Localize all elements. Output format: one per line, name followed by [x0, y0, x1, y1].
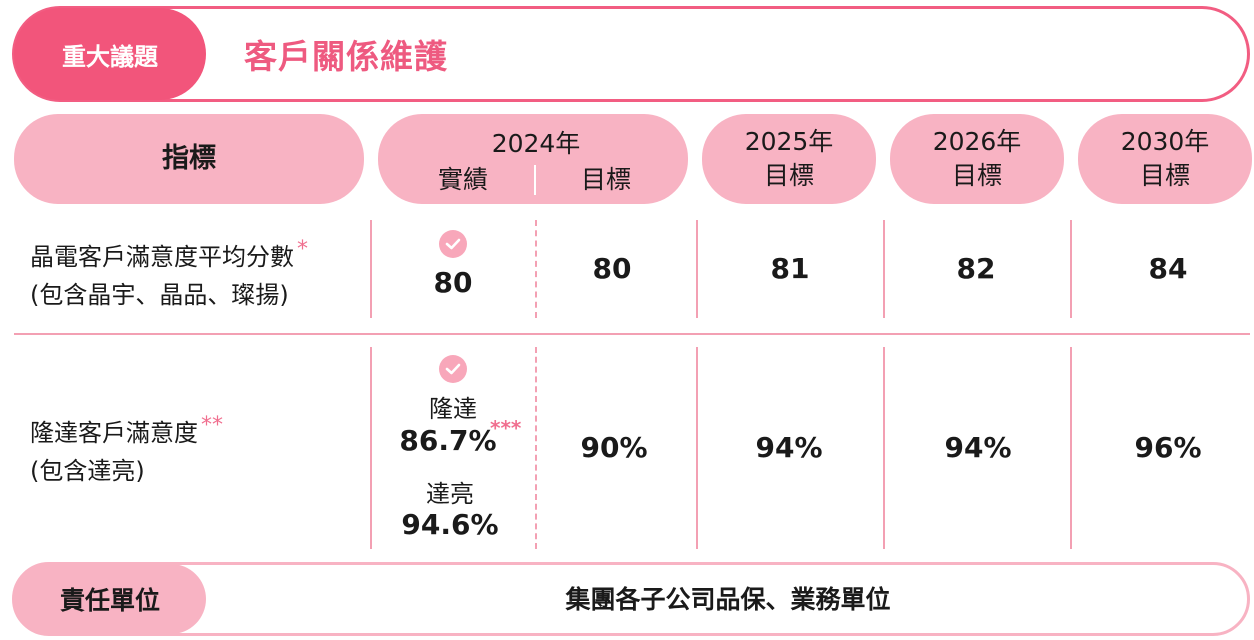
check-circle-icon [439, 355, 467, 383]
row2-target-2024: 90% [580, 431, 648, 464]
col-divider [370, 347, 372, 549]
header-2024-actual: 實績 [437, 165, 488, 194]
row1-actual-2024: 80 [433, 266, 473, 299]
header-2030-sub: 目標 [1139, 161, 1190, 190]
header-indicator-label: 指標 [162, 143, 216, 174]
row2-indicator: 隆達客戶滿意度 ** (包含達亮) [30, 407, 223, 490]
header-2024-year: 2024年 [491, 129, 581, 158]
topic-title-bar [12, 6, 1250, 102]
col-divider-dashed [535, 220, 537, 318]
row2-target-2025: 94% [755, 431, 823, 464]
header-2030: 2030年 目標 [1078, 114, 1252, 204]
header-2026-year: 2026年 [932, 127, 1022, 156]
topic-label: 重大議題 [14, 8, 206, 100]
row1-target-2025: 81 [770, 252, 810, 285]
row-separator [14, 333, 1250, 335]
row1-target-2024: 80 [592, 252, 632, 285]
row1-footnote-star: * [297, 237, 308, 262]
row2-indicator-line2: (包含達亮) [30, 457, 145, 485]
row2-actual-b-name: 達亮 [426, 480, 474, 508]
header-2025-sub: 目標 [763, 161, 814, 190]
row1-indicator-line1: 晶電客戶滿意度平均分數 [30, 243, 294, 271]
header-2026: 2026年 目標 [890, 114, 1064, 204]
responsibility-bar [12, 562, 1250, 636]
col-divider [696, 347, 698, 549]
row1-indicator: 晶電客戶滿意度平均分數 * (包含晶宇、晶品、璨揚) [30, 231, 308, 314]
responsibility-label: 責任單位 [14, 564, 206, 634]
row2-actual-a-value: 86.7% [399, 424, 497, 457]
row1-indicator-line2: (包含晶宇、晶品、璨揚) [30, 281, 289, 309]
row1-target-2026: 82 [956, 252, 996, 285]
row2-actual-b-value: 94.6% [401, 508, 499, 541]
header-2030-year: 2030年 [1120, 127, 1210, 156]
header-2025-year: 2025年 [744, 127, 834, 156]
row2-target-2026: 94% [944, 431, 1012, 464]
col-divider [370, 220, 372, 318]
row2-actual-a-name: 隆達 [429, 395, 477, 423]
col-divider [883, 220, 885, 318]
header-2024 [378, 114, 688, 204]
col-divider [1070, 220, 1072, 318]
responsibility-value: 集團各子公司品保、業務單位 [565, 585, 891, 614]
row2-indicator-line1: 隆達客戶滿意度 [30, 419, 198, 447]
header-2026-sub: 目標 [951, 161, 1002, 190]
col-divider [1070, 347, 1072, 549]
row2-actual-a-footnote-star: *** [490, 416, 522, 440]
header-2025: 2025年 目標 [702, 114, 876, 204]
check-circle-icon [439, 230, 467, 258]
col-divider [696, 220, 698, 318]
row2-footnote-star: ** [201, 413, 223, 438]
row2-target-2030: 96% [1134, 431, 1202, 464]
header-2024-target: 目標 [580, 165, 631, 194]
col-divider-dashed [535, 347, 537, 549]
page-title: 客戶關係維護 [244, 37, 448, 76]
row1-target-2030: 84 [1148, 252, 1188, 285]
col-divider [883, 347, 885, 549]
header-indicator: 指標 [14, 114, 364, 204]
header-2024-divider [534, 165, 536, 195]
